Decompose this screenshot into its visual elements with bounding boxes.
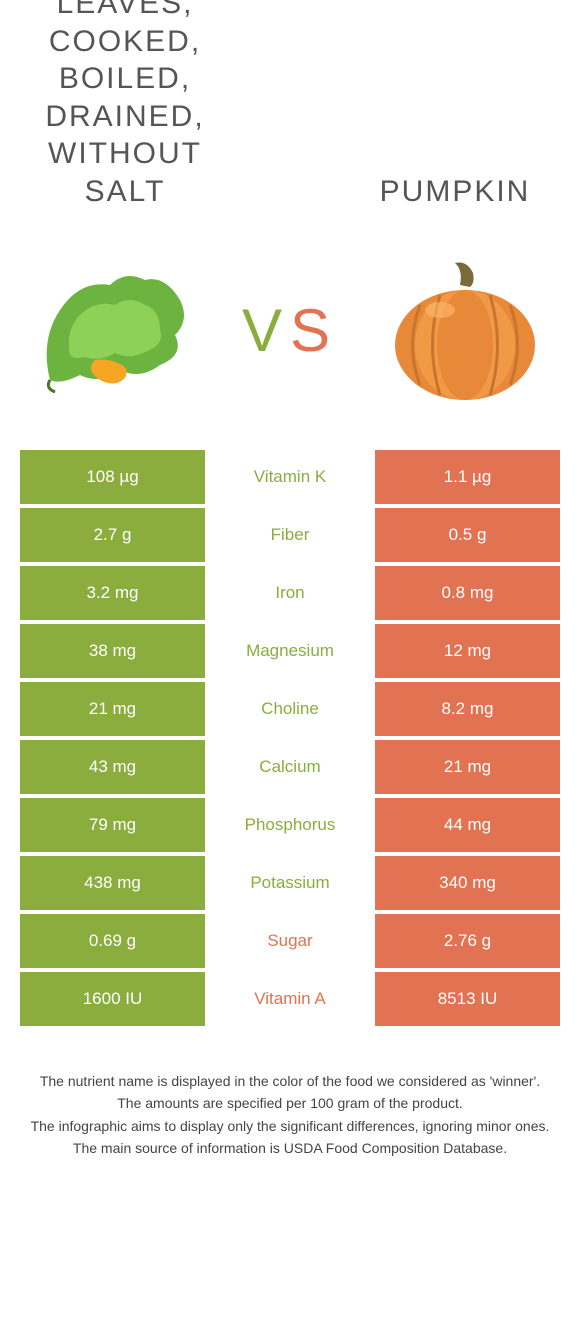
image-row: VS bbox=[0, 220, 580, 450]
nutrient-name: Magnesium bbox=[205, 624, 375, 678]
nutrient-table: 108 µgVitamin K1.1 µg2.7 gFiber0.5 g3.2 … bbox=[0, 450, 580, 1026]
right-value: 340 mg bbox=[375, 856, 560, 910]
nutrient-row: 2.7 gFiber0.5 g bbox=[20, 508, 560, 562]
left-value: 38 mg bbox=[20, 624, 205, 678]
left-food-title: Pumpkin leaves, cooked, boiled, drained,… bbox=[20, 0, 230, 210]
left-value: 79 mg bbox=[20, 798, 205, 852]
right-value: 8513 IU bbox=[375, 972, 560, 1026]
nutrient-name: Calcium bbox=[205, 740, 375, 794]
right-value: 2.76 g bbox=[375, 914, 560, 968]
right-value: 1.1 µg bbox=[375, 450, 560, 504]
vs-label: VS bbox=[242, 296, 338, 365]
left-value: 1600 IU bbox=[20, 972, 205, 1026]
nutrient-row: 3.2 mgIron0.8 mg bbox=[20, 566, 560, 620]
left-value: 21 mg bbox=[20, 682, 205, 736]
nutrient-name: Fiber bbox=[205, 508, 375, 562]
right-value: 12 mg bbox=[375, 624, 560, 678]
footer-line-4: The main source of information is USDA F… bbox=[20, 1137, 560, 1159]
right-food-title: Pumpkin bbox=[350, 173, 560, 211]
nutrient-name: Sugar bbox=[205, 914, 375, 968]
right-value: 0.5 g bbox=[375, 508, 560, 562]
header: Pumpkin leaves, cooked, boiled, drained,… bbox=[0, 0, 580, 220]
nutrient-row: 1600 IUVitamin A8513 IU bbox=[20, 972, 560, 1026]
right-value: 44 mg bbox=[375, 798, 560, 852]
left-value: 2.7 g bbox=[20, 508, 205, 562]
footer-line-3: The infographic aims to display only the… bbox=[20, 1115, 560, 1137]
left-value: 438 mg bbox=[20, 856, 205, 910]
nutrient-row: 108 µgVitamin K1.1 µg bbox=[20, 450, 560, 504]
right-value: 8.2 mg bbox=[375, 682, 560, 736]
left-value: 0.69 g bbox=[20, 914, 205, 968]
nutrient-row: 43 mgCalcium21 mg bbox=[20, 740, 560, 794]
nutrient-row: 438 mgPotassium340 mg bbox=[20, 856, 560, 910]
nutrient-row: 0.69 gSugar2.76 g bbox=[20, 914, 560, 968]
right-value: 0.8 mg bbox=[375, 566, 560, 620]
left-value: 43 mg bbox=[20, 740, 205, 794]
footer-line-1: The nutrient name is displayed in the co… bbox=[20, 1070, 560, 1092]
footer-notes: The nutrient name is displayed in the co… bbox=[0, 1030, 580, 1180]
vs-v: V bbox=[242, 297, 290, 364]
left-value: 3.2 mg bbox=[20, 566, 205, 620]
pumpkin-leaves-icon bbox=[30, 245, 200, 415]
nutrient-name: Potassium bbox=[205, 856, 375, 910]
right-value: 21 mg bbox=[375, 740, 560, 794]
nutrient-row: 79 mgPhosphorus44 mg bbox=[20, 798, 560, 852]
nutrient-row: 38 mgMagnesium12 mg bbox=[20, 624, 560, 678]
pumpkin-icon bbox=[380, 245, 550, 415]
left-value: 108 µg bbox=[20, 450, 205, 504]
vs-s: S bbox=[290, 297, 338, 364]
nutrient-name: Choline bbox=[205, 682, 375, 736]
nutrient-row: 21 mgCholine8.2 mg bbox=[20, 682, 560, 736]
footer-line-2: The amounts are specified per 100 gram o… bbox=[20, 1092, 560, 1114]
nutrient-name: Phosphorus bbox=[205, 798, 375, 852]
nutrient-name: Vitamin A bbox=[205, 972, 375, 1026]
nutrient-name: Vitamin K bbox=[205, 450, 375, 504]
nutrient-name: Iron bbox=[205, 566, 375, 620]
